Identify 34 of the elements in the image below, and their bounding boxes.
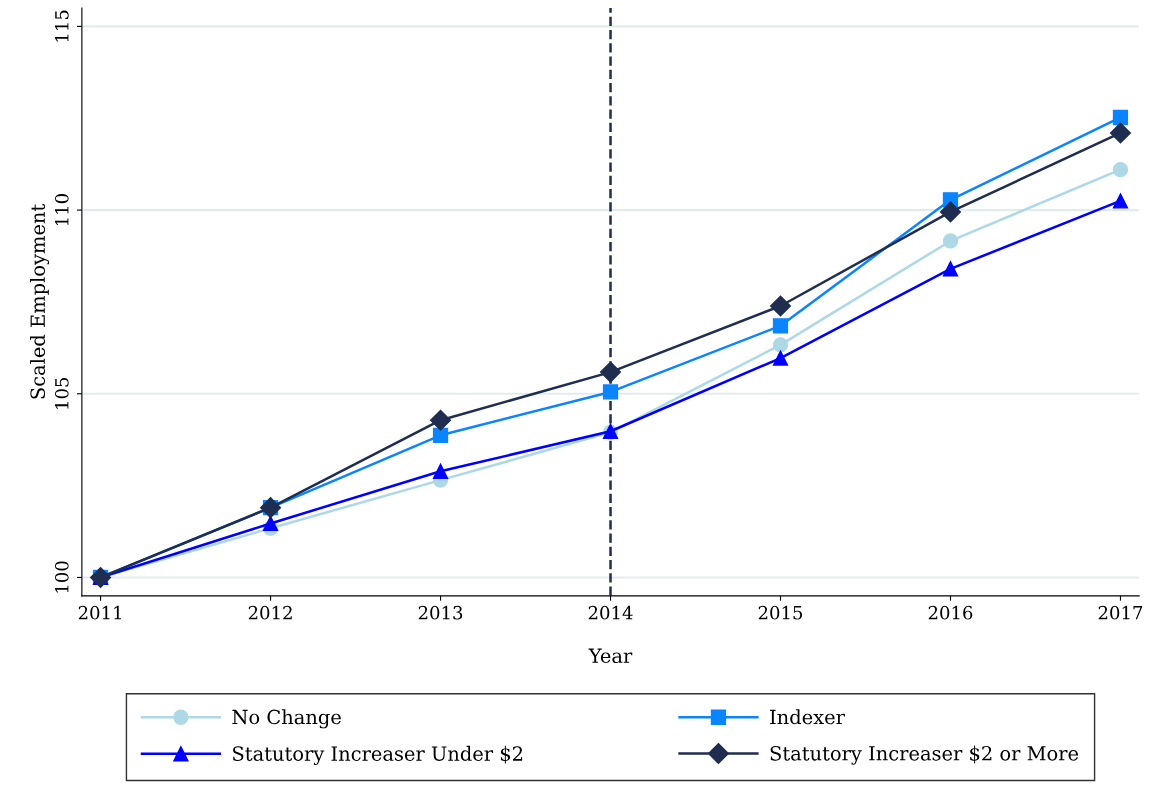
point	[432, 427, 449, 443]
point	[1112, 162, 1129, 178]
legend-label: No Change	[232, 709, 341, 729]
x-tick-label: 2011	[78, 605, 121, 620]
point	[1112, 193, 1129, 209]
point	[432, 463, 449, 479]
y-tick-label: 110	[54, 194, 69, 226]
point	[769, 295, 792, 317]
point	[772, 318, 789, 334]
point	[1112, 109, 1129, 126]
y-tick-label: 100	[54, 561, 69, 593]
y-tick-label: 115	[54, 10, 69, 42]
point	[772, 337, 789, 353]
point	[262, 515, 279, 532]
x-tick-label: 2013	[418, 605, 463, 620]
x-tick-label: 2015	[758, 605, 803, 620]
point	[430, 409, 452, 431]
point	[602, 384, 619, 400]
point	[599, 361, 622, 383]
legend-label: Statutory Increaser Under $2	[233, 745, 523, 765]
point	[942, 261, 959, 277]
legend-label: Statutory Increaser $2 or More	[770, 745, 1079, 765]
x-tick-label: 2016	[928, 605, 973, 620]
legend-label: Indexer	[770, 709, 845, 725]
y-axis-title: Scaled Employment	[30, 203, 50, 399]
point	[942, 233, 959, 249]
x-tick-label: 2017	[1098, 605, 1143, 620]
point	[772, 350, 789, 366]
x-axis-title: Year	[588, 648, 633, 664]
point	[1109, 122, 1131, 144]
x-tick-label: 2012	[248, 605, 292, 620]
y-tick-label: 105	[54, 377, 69, 409]
x-tick-label: 2014	[588, 605, 633, 620]
point	[939, 201, 961, 223]
